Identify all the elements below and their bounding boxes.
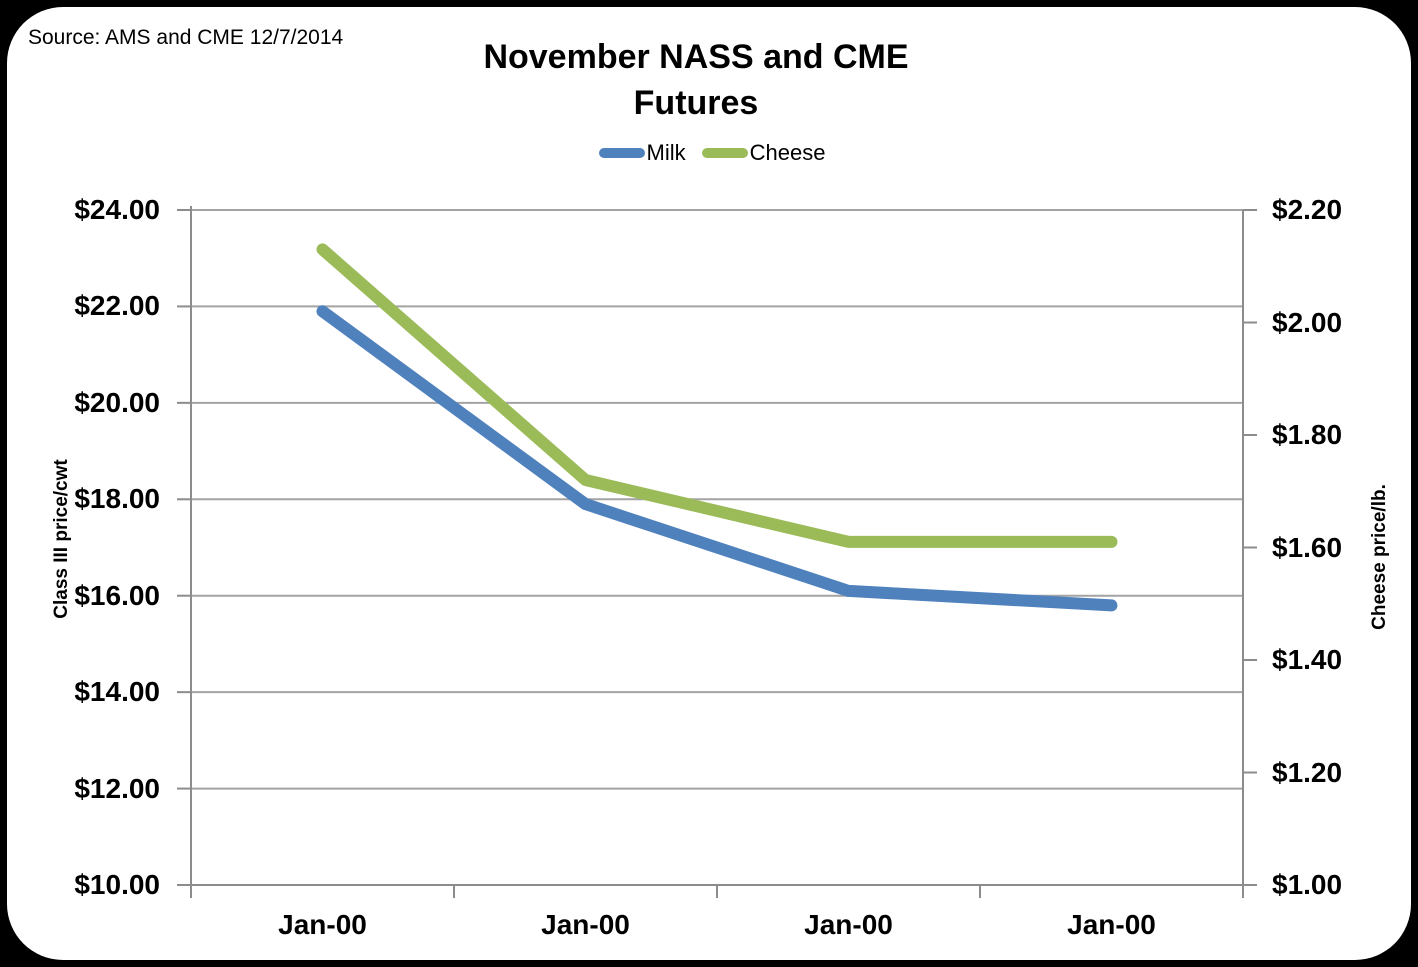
legend-marker-cheese xyxy=(701,148,748,158)
right-axis-title: Cheese price/lb. xyxy=(1369,484,1390,630)
legend-marker-milk xyxy=(598,148,645,158)
chart-title-line1: November NASS and CME xyxy=(483,38,909,76)
series-line-milk xyxy=(316,305,1118,612)
legend: Milk Cheese xyxy=(191,140,1233,166)
source-note: Source: AMS and CME 12/7/2014 xyxy=(28,26,344,49)
legend-label: Milk xyxy=(646,140,686,165)
chart-title-line2: Futures xyxy=(633,84,759,122)
legend-item-cheese: Cheese xyxy=(701,140,826,166)
chart-frame xyxy=(7,7,1411,960)
left-axis-title: Class III price/cwt xyxy=(51,459,72,619)
legend-label: Cheese xyxy=(749,140,826,165)
chart-title: November NASS and CME Futures xyxy=(191,34,1201,126)
legend-item-milk: Milk xyxy=(598,140,686,166)
series-line-cheese xyxy=(316,243,1118,548)
